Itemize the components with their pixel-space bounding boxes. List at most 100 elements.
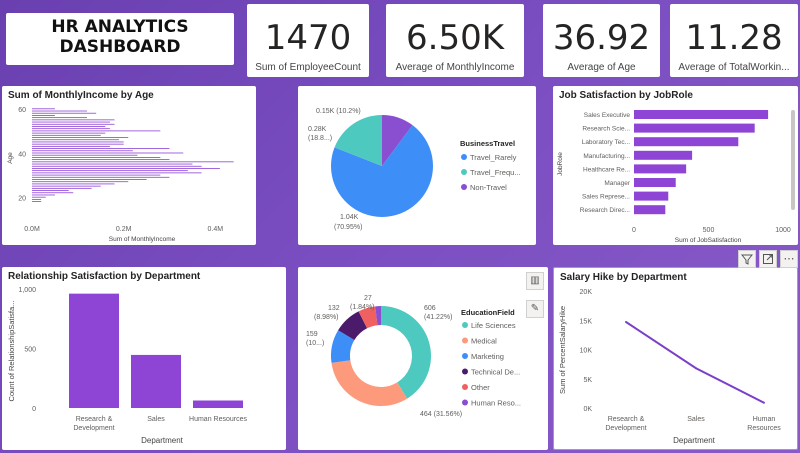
y-tick-label: Healthcare Re... [583,166,630,173]
relationship-satisfaction-card[interactable]: Relationship Satisfaction by Department … [2,267,286,450]
income-by-age-card[interactable]: Sum of MonthlyIncome by Age 60 40 20 0.0M 0.… [2,86,256,245]
y-tick-label: Research Direc... [580,207,630,214]
age-bar [32,196,46,198]
salary-hike-card[interactable]: Salary Hike by Department 20K 15K 10K 5K 0K R… [553,267,798,450]
data-label-pct: (70.95%) [334,224,362,231]
legend-marker [462,368,468,375]
salary-hike-chart: 20K 15K 10K 5K 0K Research & Development Sales H… [558,289,781,445]
line-point [763,401,765,404]
dashboard-title-card: HR ANALYTICS DASHBOARD [6,13,234,65]
legend-marker [462,322,468,328]
x-tick-label: 0.2M [116,226,132,233]
kpi-card-monthly-income[interactable]: 6.50K Average of MonthlyIncome [386,4,524,77]
focus-mode-icon[interactable] [759,250,777,268]
scrollbar-thumb [791,110,795,210]
more-options-icon[interactable]: ⋯ [780,250,798,268]
y-tick-label: 10K [580,348,593,355]
data-label: 132 [328,305,340,312]
department-bar [193,400,243,408]
age-bar [32,152,184,154]
salary-hike-line [625,321,765,404]
y-tick-label: Research Scie... [582,126,630,133]
y-tick-label: 20K [580,289,593,296]
kpi-card-average-age[interactable]: 36.92 Average of Age [543,4,660,77]
kpi-card-employee-count[interactable]: 1470 Sum of EmployeeCount [247,4,369,77]
age-bar [32,126,106,127]
dashboard-title-line2: DASHBOARD [59,37,181,57]
chart-title: Sum of MonthlyIncome by Age [8,90,154,101]
legend-entry: Technical De... [471,368,520,377]
donut-slice [375,306,381,326]
age-bar [32,157,161,158]
chart-title: Relationship Satisfaction by Department [8,271,201,282]
legend-entry: Other [471,383,490,392]
jobrole-bar [634,164,687,174]
data-label-pct: (1.84%) [350,304,375,311]
age-bar [32,141,124,143]
y-axis-title: Count of RelationshipSatisfa... [7,301,16,402]
jobrole-bar [634,150,693,160]
age-bar [32,174,161,176]
age-bar [32,154,138,156]
age-bar [32,198,42,200]
pie-slice [382,115,413,166]
legend-marker [461,184,467,190]
age-bar [32,150,133,152]
data-label: 606 [424,305,436,312]
x-tick-label: Development [73,425,114,432]
x-tick-label: Research & [76,416,113,423]
legend-marker [462,399,468,406]
age-bar [32,123,115,125]
data-label: 159 [306,331,318,338]
age-bar [32,128,110,130]
line-point [695,367,697,370]
age-bar [32,148,170,149]
y-tick-label: 1,000 [18,287,36,294]
education-field-card[interactable]: 606 (41.22%) 464 (31.56%) 159 (10...) 132 (8.9… [298,267,548,450]
job-satisfaction-card[interactable]: Job Satisfaction by JobRole Sales Execut… [553,86,798,245]
age-bar [32,161,234,163]
kpi-value: 1470 [264,18,352,58]
y-axis-title: JobRole [557,152,564,176]
business-travel-card[interactable]: 0.15K (10.2%) 0.28K (18.8...) 1.04K (70.95%)… [298,86,536,245]
legend-marker [462,353,468,359]
pie-slice [331,125,433,217]
y-tick-label: 60 [18,107,26,114]
age-bar [32,194,55,196]
donut-slice [331,360,408,406]
age-bar [32,115,55,116]
chart-title: Job Satisfaction by JobRole [559,90,693,101]
x-tick-label: Sales [147,416,165,423]
y-tick-label: 500 [24,347,36,354]
age-bar [32,181,129,183]
jobrole-bar [634,110,769,119]
legend-entry: Human Reso... [471,399,521,408]
data-label: 0.15K (10.2%) [316,108,361,115]
chart-type-icon[interactable]: ▥ [526,272,544,290]
x-axis-title: Sum of MonthlyIncome [109,236,176,243]
age-bar [32,112,97,114]
age-bar [32,170,188,172]
kpi-card-total-working[interactable]: 11.28 Average of TotalWorkin... [670,4,798,77]
jobrole-bar [634,191,669,201]
legend-entry: Non-Travel [470,183,507,192]
x-tick-label: Development [605,425,646,432]
filter-icon[interactable] [738,250,756,268]
age-bar [32,117,87,119]
x-tick-label: Human Resources [189,416,247,423]
job-satisfaction-chart: Sales Executive Research Scie... Laborator… [557,110,795,244]
legend-title: BusinessTravel [460,139,515,148]
legend-title: EducationField [461,308,515,317]
x-axis-title: Department [673,436,716,445]
jobrole-bar [634,178,676,187]
legend-entry: Travel_Rarely [470,153,517,162]
data-label-pct: (10...) [306,340,324,347]
y-tick-label: Sales Represe... [582,194,630,201]
line-point [625,321,627,324]
x-tick-label: Research & [608,416,645,423]
format-brush-icon[interactable]: ✎ [526,300,544,318]
age-bar [32,137,129,138]
age-bar [32,192,74,194]
chart-title: Salary Hike by Department [560,272,687,283]
y-tick-label: 5K [583,377,592,384]
